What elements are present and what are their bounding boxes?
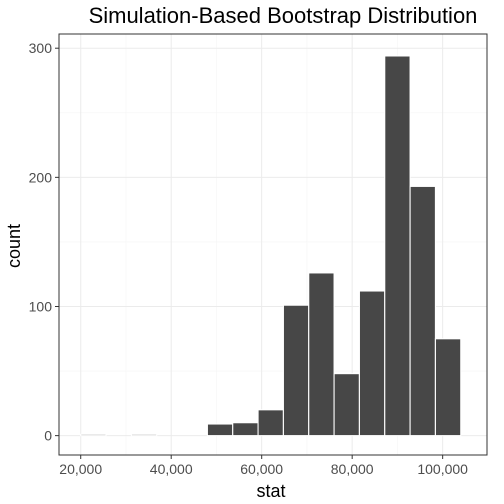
histogram-bar	[130, 433, 158, 437]
x-tick-label: 80,000	[331, 461, 374, 477]
chart-title: Simulation-Based Bootstrap Distribution	[89, 3, 478, 28]
y-tick-label: 200	[29, 169, 53, 185]
x-tick-label: 40,000	[150, 461, 193, 477]
y-tick-label: 100	[29, 298, 53, 314]
y-tick-label: 300	[29, 40, 53, 56]
histogram-bar	[257, 409, 284, 437]
x-tick-label: 20,000	[59, 461, 102, 477]
histogram-bar	[384, 55, 411, 437]
x-tick-label: 100,000	[417, 461, 468, 477]
histogram-bar	[232, 422, 259, 437]
histogram-bar	[80, 433, 107, 437]
histogram-bar	[409, 185, 436, 437]
x-tick-label: 60,000	[240, 461, 283, 477]
histogram-bar	[206, 423, 234, 437]
plot-panel-border	[58, 33, 488, 456]
y-axis-title: count	[4, 224, 24, 268]
x-axis-title: stat	[256, 481, 285, 501]
bars	[80, 55, 462, 437]
histogram-bar	[282, 304, 310, 437]
histogram-bar	[434, 338, 462, 437]
histogram-bar	[333, 373, 360, 437]
histogram-bar	[308, 272, 335, 437]
histogram-bar	[358, 290, 386, 437]
y-tick-label: 0	[44, 428, 52, 444]
axis-ticks: 20,000 40,000 60,000 80,000 100,000 0 100 200 30…	[29, 40, 469, 477]
